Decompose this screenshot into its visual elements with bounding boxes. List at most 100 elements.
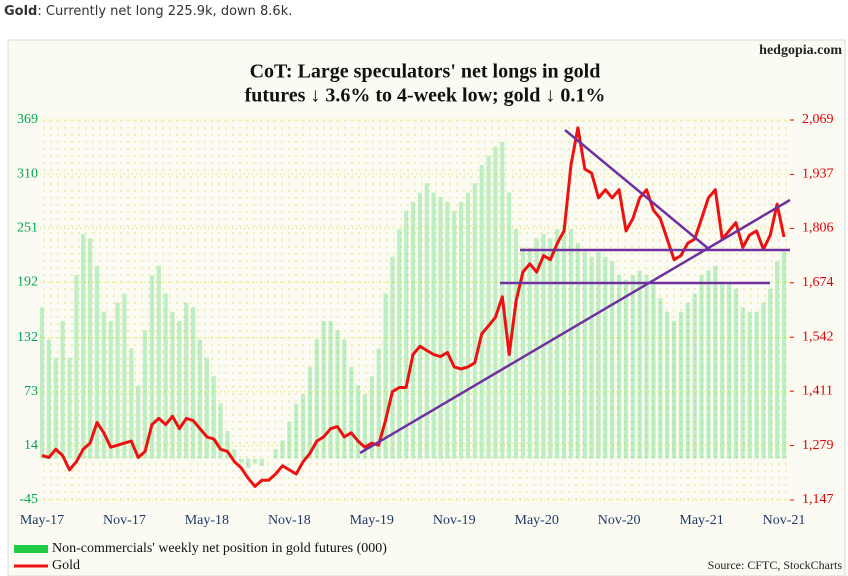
x-tick-label: May-21 bbox=[679, 513, 723, 528]
bar bbox=[355, 385, 361, 459]
bar bbox=[445, 201, 450, 459]
x-tick-label: May-19 bbox=[350, 513, 394, 528]
legend-label: Non-commercials' weekly net position in … bbox=[52, 541, 387, 556]
y2-tick-label: 1,279 bbox=[802, 438, 834, 453]
bar bbox=[596, 252, 601, 459]
bar bbox=[280, 440, 285, 459]
bar bbox=[170, 311, 175, 459]
bar bbox=[623, 279, 629, 459]
bar bbox=[713, 265, 718, 459]
bar bbox=[768, 288, 773, 459]
legend-swatch bbox=[14, 545, 48, 553]
y-tick-label: 192 bbox=[17, 275, 38, 290]
bar bbox=[589, 256, 594, 459]
bar bbox=[252, 458, 258, 464]
bar bbox=[404, 210, 409, 459]
bar bbox=[658, 298, 663, 459]
bar bbox=[259, 458, 264, 467]
y-tick-label: 369 bbox=[17, 112, 38, 127]
bar bbox=[479, 164, 484, 459]
bar bbox=[129, 348, 134, 459]
bar bbox=[548, 238, 553, 459]
bar bbox=[67, 357, 72, 459]
bar bbox=[383, 293, 388, 459]
bar bbox=[438, 197, 443, 459]
bar bbox=[239, 458, 244, 464]
source: Source: CFTC, StockCharts bbox=[708, 558, 843, 572]
y2-tick-label: 1,411 bbox=[802, 383, 833, 398]
bar bbox=[136, 385, 141, 459]
bar bbox=[575, 242, 580, 459]
trend-line bbox=[359, 198, 791, 455]
bar bbox=[328, 321, 333, 459]
x-tick-label: Nov-18 bbox=[268, 513, 311, 528]
bar bbox=[191, 307, 196, 459]
bar bbox=[115, 302, 120, 459]
bar bbox=[562, 224, 567, 459]
bar bbox=[335, 330, 340, 459]
header-label: Gold bbox=[4, 4, 38, 19]
x-tick-label: Nov-21 bbox=[763, 513, 806, 528]
bar bbox=[568, 229, 574, 459]
bar bbox=[225, 431, 230, 459]
bar bbox=[74, 275, 79, 459]
bar bbox=[88, 238, 93, 459]
bar bbox=[156, 265, 161, 459]
bar bbox=[424, 183, 429, 459]
bar bbox=[740, 307, 745, 459]
header: Gold: Currently net long 225.9k, down 8.… bbox=[4, 4, 292, 19]
bar bbox=[417, 192, 422, 459]
bar bbox=[726, 284, 732, 459]
bar bbox=[754, 311, 759, 459]
bar bbox=[46, 339, 51, 459]
y2-tick-label: 1,937 bbox=[802, 167, 834, 182]
bar bbox=[142, 330, 148, 459]
bar bbox=[672, 321, 677, 459]
trend-line bbox=[564, 129, 711, 251]
bar bbox=[101, 311, 106, 459]
bar bbox=[39, 307, 45, 459]
bar bbox=[81, 233, 86, 459]
bar bbox=[472, 183, 477, 459]
y2-tick-label: 1,542 bbox=[802, 329, 834, 344]
bar bbox=[733, 288, 738, 459]
bar bbox=[651, 284, 656, 459]
bar bbox=[665, 311, 670, 459]
bar bbox=[197, 339, 203, 459]
y-tick-label: -45 bbox=[19, 492, 38, 507]
plot-area bbox=[40, 120, 790, 500]
y2-tick-label: 1,674 bbox=[802, 275, 834, 290]
bar bbox=[94, 265, 100, 459]
bar bbox=[452, 210, 457, 459]
bar bbox=[397, 229, 402, 459]
bar bbox=[321, 321, 326, 459]
bar bbox=[678, 311, 684, 459]
bar bbox=[603, 256, 608, 459]
bar bbox=[555, 229, 560, 459]
bar bbox=[431, 192, 436, 459]
bar bbox=[617, 275, 622, 459]
bar bbox=[108, 321, 113, 459]
bar bbox=[644, 275, 649, 459]
bar bbox=[294, 403, 299, 459]
bar bbox=[342, 339, 347, 459]
y-tick-label: 310 bbox=[17, 166, 38, 181]
bar bbox=[163, 293, 168, 459]
legend-label: Gold bbox=[52, 558, 80, 573]
bar bbox=[369, 376, 374, 459]
bar bbox=[486, 155, 491, 459]
y-tick-label: 73 bbox=[24, 384, 38, 399]
x-tick-label: May-17 bbox=[20, 513, 64, 528]
bar bbox=[706, 270, 711, 459]
bar bbox=[287, 421, 292, 459]
y-tick-label: 14 bbox=[24, 438, 38, 453]
bar bbox=[149, 275, 154, 459]
bar bbox=[685, 302, 690, 459]
bar bbox=[582, 252, 587, 459]
bar bbox=[699, 275, 704, 459]
header-text: : Currently net long 225.9k, down 8.6k. bbox=[37, 4, 293, 19]
bar bbox=[232, 449, 237, 459]
bar bbox=[314, 339, 319, 459]
bar bbox=[720, 284, 725, 459]
y2-tick-label: 2,069 bbox=[802, 112, 834, 127]
